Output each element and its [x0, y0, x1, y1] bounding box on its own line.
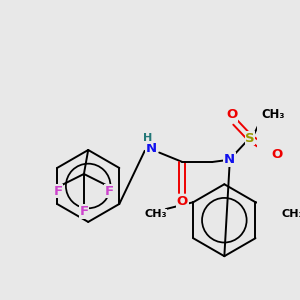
Text: CH₃: CH₃: [282, 209, 300, 219]
Text: CH₃: CH₃: [144, 209, 167, 219]
Text: H: H: [142, 133, 152, 143]
Text: N: N: [146, 142, 157, 155]
Text: F: F: [105, 184, 114, 198]
Text: F: F: [54, 184, 63, 198]
Text: N: N: [224, 153, 235, 166]
Text: S: S: [245, 131, 255, 145]
Text: O: O: [177, 195, 188, 208]
Text: O: O: [271, 148, 282, 161]
Text: CH₃: CH₃: [261, 108, 285, 122]
Text: O: O: [226, 108, 238, 122]
Text: F: F: [79, 205, 88, 218]
